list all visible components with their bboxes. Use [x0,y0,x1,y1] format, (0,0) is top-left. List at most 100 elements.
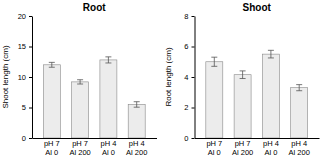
x-tick-label: pH 7Al 200 [69,139,90,156]
x-tick-label: pH 7Al 200 [232,139,253,156]
error-bar [268,50,274,58]
y-tick: 8 [184,12,194,21]
y-axis-title: Root length (cm) [164,47,173,106]
error-cap [49,62,55,63]
bar [234,75,251,138]
x-tick-label: pH 4Al 0 [100,139,116,156]
y-tick-label: 0 [22,134,26,143]
error-stem [299,85,300,91]
x-tick-label: pH 7Al 0 [44,139,60,156]
x-tick-label: pH 4Al 0 [263,139,279,156]
x-tick-label-line: Al 0 [264,148,277,157]
y-tick-label: 8 [184,12,188,21]
y-tick: 0 [22,134,32,143]
error-cap [77,79,83,80]
error-cap [77,84,83,85]
error-stem [214,57,215,66]
error-bar [134,102,140,107]
x-tick-label-line: Al 0 [208,148,221,157]
error-cap [240,78,246,79]
error-bar [296,85,302,91]
x-tick: pH 4Al 200 [289,139,310,156]
error-bar [77,80,83,84]
y-tick-label: 20 [18,12,26,21]
y-tick-label: 0 [184,134,188,143]
x-tick: pH 4Al 200 [126,139,147,156]
title: Root [83,2,106,13]
error-stem [270,50,271,58]
y-tick: 4 [184,73,194,82]
y-tick-mark [29,16,32,17]
x-tick: pH 7Al 0 [206,139,222,156]
y-tick: 10 [18,73,32,82]
y-tick: 15 [18,42,32,51]
y-tick: 20 [18,12,32,21]
bar [100,60,117,138]
y-tick-label: 5 [22,103,26,112]
x-tick: pH 7Al 200 [232,139,253,156]
error-bar [240,71,246,79]
x-tick-label: pH 4Al 200 [126,139,147,156]
bar [206,62,223,138]
y-tick-label: 2 [184,103,188,112]
x-tick: pH 4Al 0 [100,139,116,156]
x-tick-label-line: Al 200 [126,148,147,157]
bar [128,104,145,138]
y-tick-mark [29,47,32,48]
x-tick: pH 7Al 200 [69,139,90,156]
title: Shoot [243,2,272,13]
y-axis-title: Shoot length (cm) [1,45,10,108]
error-stem [108,57,109,63]
bar [43,65,60,138]
x-axis: pH 7Al 0 pH 7Al 200 pH 4Al 0 pH 4Al 200 [33,139,158,157]
y-axis: 0 5 10 15 20 [18,12,33,143]
error-stem [242,71,243,79]
x-tick-label-line: Al 0 [45,148,58,157]
y-tick: 5 [22,103,32,112]
y-axis: 0 2 4 6 8 [184,12,195,143]
x-tick-label-line: Al 200 [69,148,90,157]
bar [291,88,308,138]
y-tick-mark [192,47,195,48]
y-tick-mark [29,77,32,78]
marks [43,57,145,138]
error-bar [211,57,217,66]
error-bar [105,57,111,63]
error-cap [268,57,274,58]
y-tick-mark [29,138,32,139]
y-tick-mark [192,108,195,109]
y-axis-line [195,17,196,139]
y-tick-mark [192,77,195,78]
error-cap [105,56,111,57]
x-tick: pH 7Al 0 [44,139,60,156]
error-cap [268,50,274,51]
y-tick: 0 [184,134,194,143]
y-tick: 2 [184,103,194,112]
error-cap [49,67,55,68]
y-tick-label: 4 [184,73,188,82]
error-cap [296,90,302,91]
y-tick-mark [192,138,195,139]
error-cap [240,70,246,71]
error-stem [80,80,81,84]
y-tick-label: 10 [18,73,26,82]
x-tick-label-line: Al 200 [289,148,310,157]
panel: 0 2 4 6 8 pH 7Al 0 pH 7Al 200 pH 4Al 0 pH 4Al 20… [164,2,320,157]
y-tick-mark [29,108,32,109]
bar [262,54,279,138]
error-cap [296,84,302,85]
y-tick-label: 6 [184,42,188,51]
y-tick-mark [192,16,195,17]
y-tick-label: 15 [18,42,26,51]
x-tick-label-line: Al 0 [102,148,115,157]
error-cap [134,107,140,108]
error-bar [49,62,55,67]
x-axis: pH 7Al 0 pH 7Al 200 pH 4Al 0 pH 4Al 200 [195,139,320,157]
error-cap [211,66,217,67]
error-cap [211,57,217,58]
bar [72,82,89,138]
x-tick-label: pH 4Al 200 [289,139,310,156]
error-cap [105,62,111,63]
marks [206,50,308,138]
figure: 05101520pH 7Al 0pH 7Al 200pH 4Al 0pH 4Al… [0,0,325,162]
